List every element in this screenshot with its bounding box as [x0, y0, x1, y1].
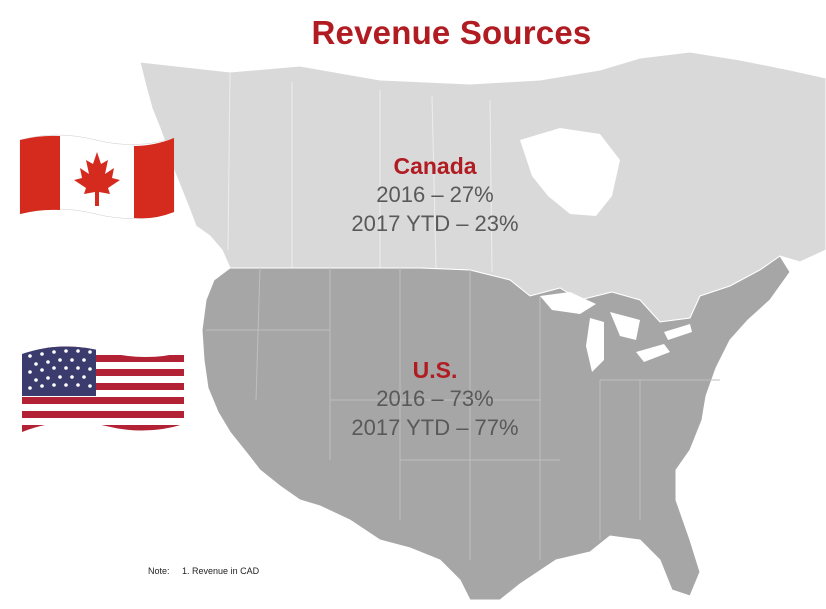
us-2017-ytd-share: 2017 YTD – 77%	[351, 415, 519, 440]
us-region	[201, 255, 791, 601]
footnote-label: Note:	[148, 566, 170, 576]
us-summary: U.S. 2016 – 73% 2017 YTD – 77%	[280, 356, 590, 442]
us-state-lines	[206, 267, 720, 560]
us-flag-icon	[22, 346, 184, 432]
canada-label: Canada	[393, 153, 477, 179]
us-label: U.S.	[412, 357, 458, 383]
great-lakes	[540, 292, 692, 372]
canada-2016-share: 2016 – 27%	[376, 182, 494, 207]
slide-title: Revenue Sources	[311, 14, 592, 51]
hudson-bay	[520, 128, 620, 216]
canada-flag-icon	[19, 134, 175, 219]
canada-province-lines	[227, 71, 493, 273]
footnote: Note: 1. Revenue in CAD	[148, 566, 259, 576]
canada-summary: Canada 2016 – 27% 2017 YTD – 23%	[280, 152, 590, 238]
footnote-text: 1. Revenue in CAD	[182, 566, 260, 576]
us-2016-share: 2016 – 73%	[376, 386, 494, 411]
canada-2017-ytd-share: 2017 YTD – 23%	[351, 211, 519, 236]
